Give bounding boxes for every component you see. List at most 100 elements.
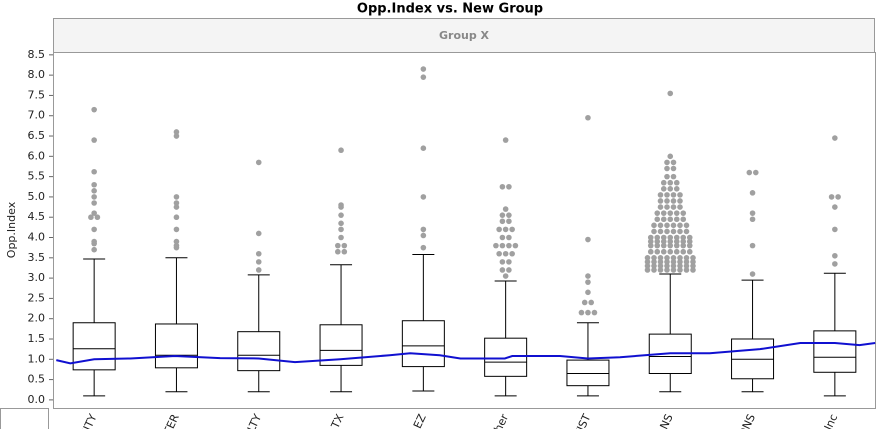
y-tick-label: 0.0 bbox=[28, 393, 46, 406]
outlier bbox=[91, 226, 97, 233]
outlier bbox=[173, 200, 180, 206]
y-tick-label: 8.0 bbox=[28, 68, 46, 81]
outlier bbox=[690, 267, 696, 273]
outlier bbox=[677, 192, 683, 198]
y-tick-label: 4.0 bbox=[28, 231, 46, 244]
outlier bbox=[585, 289, 591, 296]
outlier bbox=[835, 194, 841, 200]
outlier bbox=[667, 234, 674, 241]
corner-box bbox=[0, 408, 49, 429]
outlier bbox=[335, 248, 341, 255]
outlier bbox=[506, 242, 512, 249]
x-tick-label: UITY bbox=[77, 412, 99, 429]
outlier bbox=[686, 234, 693, 241]
outlier bbox=[749, 271, 756, 277]
outlier bbox=[677, 198, 683, 204]
outlier bbox=[683, 267, 690, 273]
outlier bbox=[585, 114, 591, 121]
outlier bbox=[341, 242, 348, 249]
outlier bbox=[338, 234, 344, 241]
outlier bbox=[670, 222, 677, 229]
outlier bbox=[660, 210, 667, 216]
outlier bbox=[647, 234, 654, 241]
outlier bbox=[680, 216, 687, 223]
group-header-label: Group X bbox=[439, 29, 490, 42]
y-tick-label: 5.0 bbox=[28, 190, 46, 203]
outlier bbox=[578, 309, 585, 316]
outlier bbox=[91, 246, 97, 253]
outlier bbox=[657, 198, 664, 204]
outlier bbox=[673, 216, 680, 223]
outlier bbox=[173, 238, 180, 245]
outlier bbox=[338, 226, 344, 233]
y-tick-label: 4.5 bbox=[28, 210, 46, 223]
outlier bbox=[91, 106, 97, 113]
outlier bbox=[832, 204, 838, 210]
outlier bbox=[677, 228, 683, 235]
outlier bbox=[657, 222, 664, 229]
outlier bbox=[657, 267, 664, 273]
outlier bbox=[667, 216, 674, 223]
y-axis-label: Opp.Index bbox=[5, 201, 18, 258]
outlier bbox=[664, 204, 670, 210]
outlier bbox=[664, 165, 670, 172]
y-tick-label: 6.0 bbox=[28, 149, 46, 162]
outlier bbox=[91, 181, 97, 188]
outlier bbox=[664, 173, 670, 180]
outlier bbox=[499, 242, 506, 249]
outlier bbox=[338, 212, 344, 218]
outlier bbox=[255, 259, 262, 265]
outlier bbox=[667, 248, 674, 255]
outlier bbox=[255, 267, 262, 273]
outlier bbox=[673, 185, 680, 192]
outlier bbox=[173, 244, 180, 251]
x-tick-label: NTER bbox=[158, 412, 182, 429]
outlier bbox=[673, 179, 680, 186]
outlier bbox=[647, 238, 654, 245]
outlier bbox=[660, 179, 667, 186]
outlier bbox=[680, 242, 687, 249]
outlier bbox=[657, 259, 664, 265]
outlier bbox=[667, 90, 674, 97]
outlier bbox=[683, 222, 690, 229]
outlier bbox=[673, 242, 680, 249]
outlier bbox=[499, 183, 506, 190]
outlier bbox=[173, 204, 180, 210]
outlier bbox=[502, 250, 509, 257]
outlier bbox=[502, 137, 509, 143]
outlier bbox=[749, 216, 756, 223]
outlier bbox=[664, 259, 670, 265]
outlier bbox=[677, 263, 683, 269]
outlier bbox=[670, 198, 677, 204]
outlier bbox=[647, 242, 654, 249]
outlier bbox=[828, 194, 835, 200]
y-tick-label: 2.5 bbox=[28, 291, 46, 304]
outlier bbox=[657, 263, 664, 269]
outlier bbox=[585, 309, 591, 316]
outlier bbox=[173, 129, 180, 135]
y-tick-label: 5.5 bbox=[28, 170, 46, 183]
chart-title: Opp.Index vs. New Group bbox=[357, 2, 543, 17]
x-tick-label: ANS bbox=[654, 412, 675, 429]
outlier bbox=[677, 222, 683, 229]
outlier bbox=[690, 255, 696, 261]
x-tick-label: LEZ bbox=[408, 412, 429, 429]
outlier bbox=[173, 194, 180, 200]
y-tick-label: 0.5 bbox=[28, 373, 46, 386]
outlier bbox=[660, 185, 667, 192]
outlier bbox=[677, 204, 683, 210]
outlier bbox=[690, 259, 696, 265]
outlier bbox=[670, 204, 677, 210]
box bbox=[154, 323, 198, 369]
outlier bbox=[664, 222, 670, 229]
outlier bbox=[496, 250, 502, 257]
y-tick-label: 2.0 bbox=[28, 312, 46, 325]
outlier bbox=[496, 226, 502, 233]
outlier bbox=[667, 238, 674, 245]
outlier bbox=[667, 210, 674, 216]
outlier bbox=[585, 236, 591, 243]
y-tick-label: 3.5 bbox=[28, 251, 46, 264]
outlier bbox=[502, 226, 509, 233]
y-tick-label: 6.5 bbox=[28, 129, 46, 142]
outlier bbox=[506, 259, 512, 265]
